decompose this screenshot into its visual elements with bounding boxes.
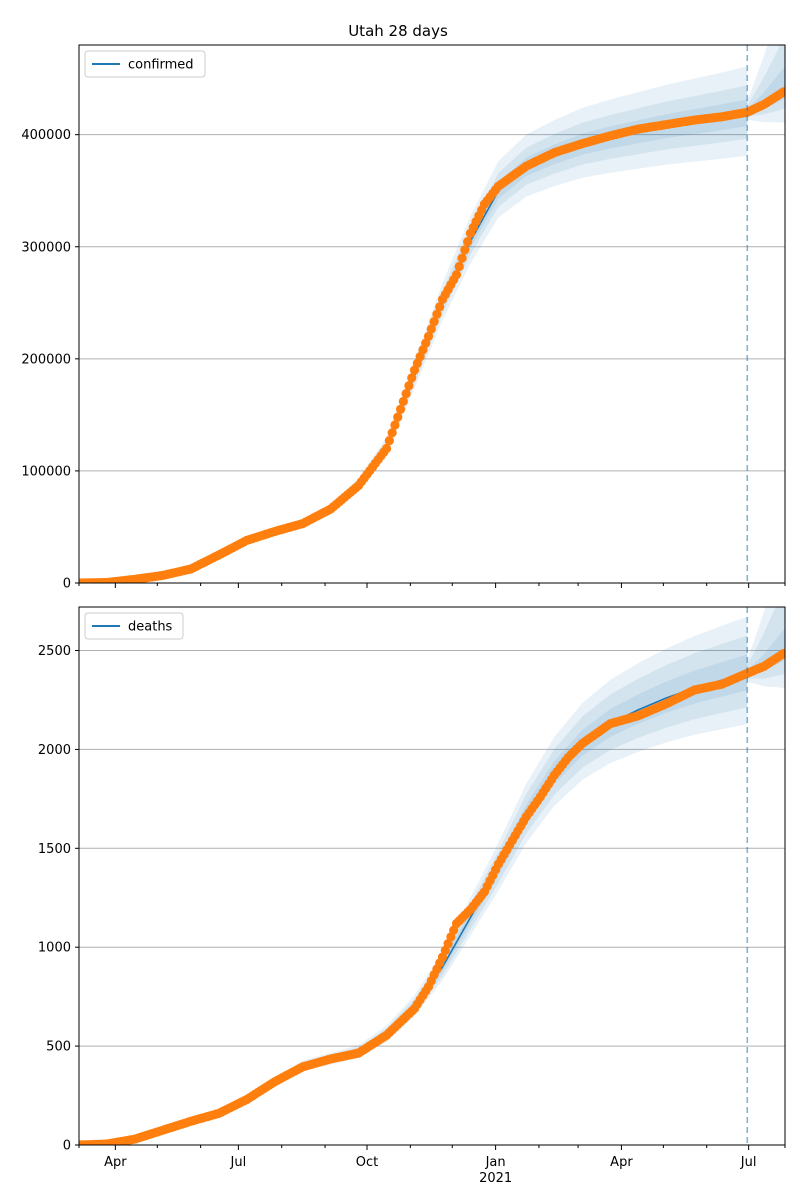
- x-year-label: 2021: [479, 1171, 512, 1186]
- observed-point: [407, 373, 417, 383]
- observed-point: [454, 261, 464, 272]
- axes-frame: [78, 44, 786, 584]
- legend-label: confirmed: [128, 58, 194, 73]
- chart-title: Utah 28 days: [348, 22, 448, 40]
- plot-area: [79, 607, 785, 1145]
- observed-point: [429, 317, 439, 327]
- y-tick-label: 200000: [21, 352, 71, 367]
- y-tick-label: 400000: [21, 128, 71, 143]
- observed-point: [463, 236, 473, 247]
- y-tick-label: 0: [63, 577, 71, 592]
- observed-point: [401, 388, 411, 399]
- observed-point: [779, 87, 785, 97]
- y-tick-label: 100000: [21, 464, 71, 479]
- plot-area: [79, 45, 785, 583]
- axes-frame: [78, 606, 786, 1146]
- observed-series: [79, 87, 785, 583]
- observed-point: [384, 436, 394, 446]
- y-tick-label: 0: [63, 1139, 71, 1154]
- legend-box: [84, 612, 184, 640]
- deaths-chart-panel: 0 500 1000 1500 2000 2500 Apr Jul Oct Jan Apr Jul 20…: [38, 606, 786, 1186]
- x-tick-label: Jul: [740, 1155, 757, 1170]
- observed-point: [404, 381, 414, 391]
- x-tick-label: Oct: [356, 1155, 378, 1170]
- y-tick-label: 2000: [38, 743, 71, 758]
- uncertainty-band: [79, 85, 748, 583]
- observed-point: [395, 404, 406, 414]
- observed-point: [432, 309, 442, 319]
- observed-point: [451, 270, 462, 280]
- y-tick-label: 1500: [38, 842, 71, 857]
- x-tick-label: Jan: [485, 1155, 506, 1170]
- observed-series: [79, 648, 785, 1145]
- model-line-confirmed: [79, 112, 748, 583]
- uncertainty-band: [79, 635, 748, 1145]
- legend-label: deaths: [128, 620, 173, 635]
- observed-point: [387, 428, 397, 438]
- observed-point: [460, 245, 470, 255]
- observed-point: [426, 324, 436, 334]
- x-tick-label: Apr: [610, 1155, 633, 1170]
- observed-point: [779, 648, 785, 659]
- confirmed-chart-panel: 0 100000 200000 300000 400000 confirmed: [21, 44, 786, 592]
- x-tick-label: Apr: [104, 1155, 127, 1170]
- observed-point: [457, 253, 467, 263]
- observed-point: [435, 302, 445, 312]
- y-tick-label: 500: [46, 1040, 71, 1055]
- observed-point: [390, 420, 400, 430]
- uncertainty-band: [79, 654, 748, 1145]
- x-tick-label: Jul: [230, 1155, 247, 1170]
- uncertainty-band: [79, 66, 748, 583]
- uncertainty-band: [79, 616, 748, 1145]
- uncertainty-band: [79, 99, 748, 583]
- y-tick-label: 2500: [38, 644, 71, 659]
- observed-point: [423, 331, 434, 342]
- y-tick-label: 300000: [21, 240, 71, 255]
- observed-point: [398, 396, 408, 407]
- observed-point: [393, 412, 403, 422]
- legend-box: [84, 50, 206, 78]
- observed-point: [381, 443, 392, 454]
- y-tick-label: 1000: [38, 941, 71, 956]
- legend: deaths: [84, 612, 184, 640]
- legend: confirmed: [84, 50, 206, 78]
